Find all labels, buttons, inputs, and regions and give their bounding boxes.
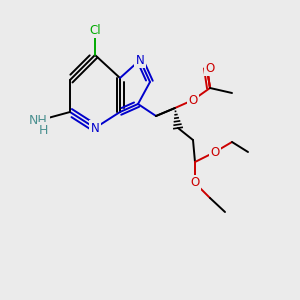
Text: H: H [39, 124, 48, 136]
Text: N: N [136, 53, 144, 67]
Text: N: N [91, 122, 99, 134]
Text: NH: NH [29, 113, 48, 127]
Text: NH: NH [29, 113, 48, 127]
Text: O: O [206, 61, 214, 74]
Text: O: O [210, 146, 220, 158]
Text: Cl: Cl [89, 23, 101, 37]
Text: O: O [188, 94, 198, 106]
Text: O: O [190, 176, 200, 190]
